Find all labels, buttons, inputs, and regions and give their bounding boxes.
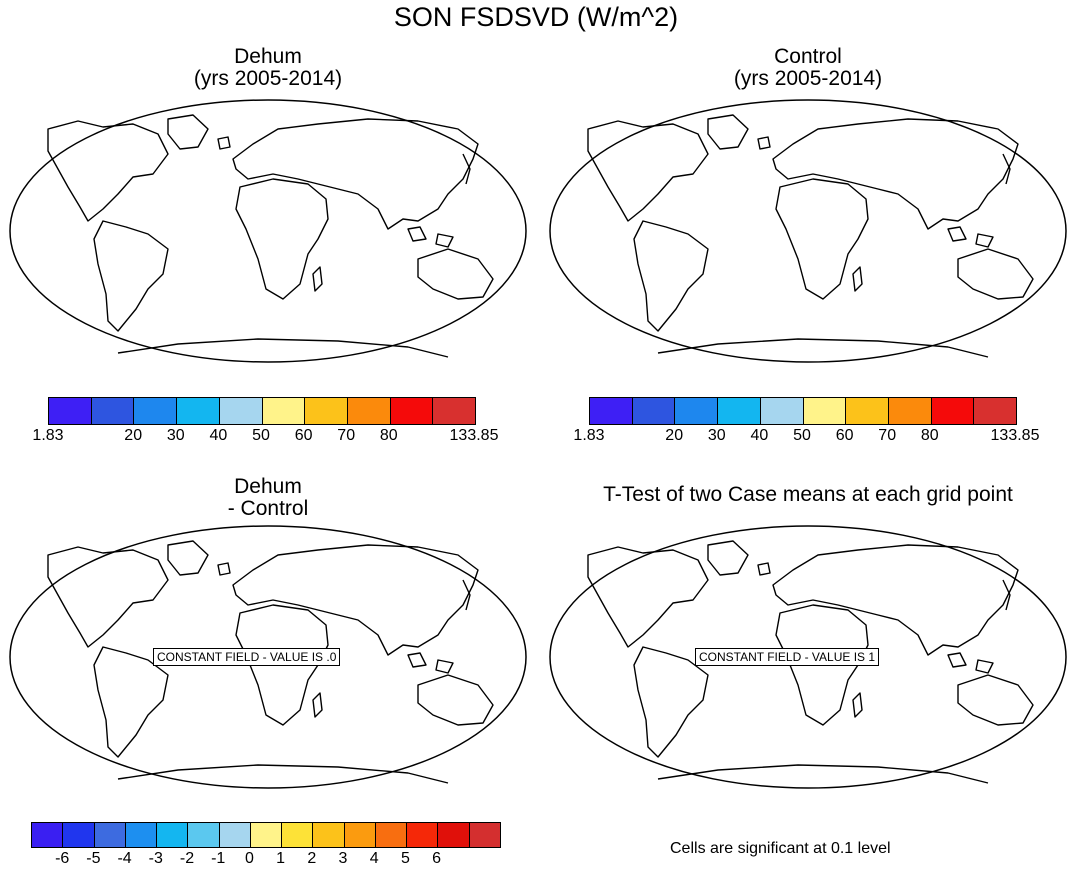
colorbar-control — [589, 397, 1017, 425]
significance-note: Cells are significant at 0.1 level — [670, 840, 891, 857]
colorbar-tick-label: -5 — [86, 850, 101, 867]
panel-title-diff: Dehum - Control — [8, 476, 528, 520]
colorbar-tick-label: 3 — [338, 850, 348, 867]
colorbar-cell — [390, 398, 434, 424]
colorbar-cell — [32, 823, 64, 847]
colorbar-tick-label: 30 — [166, 427, 185, 444]
colorbar-cell — [305, 398, 348, 424]
colorbar-tick-label: 40 — [209, 427, 228, 444]
colorbar-dehum — [48, 397, 476, 425]
colorbar-cell — [134, 398, 178, 424]
colorbar-tick-label: 4 — [369, 850, 379, 867]
colorbar-cell — [262, 398, 306, 424]
colorbar-cell — [219, 823, 251, 847]
colorbar-tick-label: 1.83 — [32, 427, 64, 444]
colorbar-cell — [91, 398, 135, 424]
panel-title-control: Control (yrs 2005-2014) — [548, 46, 1068, 90]
colorbar-cell — [63, 823, 95, 847]
colorbar-cell — [375, 823, 408, 847]
colorbar-tick-label: 60 — [835, 427, 854, 444]
colorbar-cell — [94, 823, 126, 847]
colorbar-tick-label: -3 — [148, 850, 163, 867]
colorbar-tick-label: -1 — [211, 850, 226, 867]
colorbar-tick-label: -2 — [179, 850, 195, 867]
colorbar-cell — [433, 398, 476, 424]
colorbar-cell — [125, 823, 158, 847]
colorbar-cell — [590, 398, 633, 424]
panel-title-line1: Dehum — [234, 45, 302, 68]
colorbar-tick-label: 2 — [307, 850, 317, 867]
constant-field-label-diff: CONSTANT FIELD - VALUE IS .0 — [153, 648, 341, 666]
colorbar-cell — [347, 398, 391, 424]
colorbar-cell — [760, 398, 804, 424]
colorbar-cell — [888, 398, 932, 424]
colorbar-cell — [438, 823, 470, 847]
colorbar-tick-label: 5 — [400, 850, 410, 867]
colorbar-tick-label: 20 — [665, 427, 684, 444]
panel-title-ttest: T-Test of two Case means at each grid po… — [603, 483, 1013, 506]
colorbar-cell — [931, 398, 975, 424]
colorbar-cell — [282, 823, 314, 847]
map-control — [549, 99, 1067, 363]
colorbar-cell — [469, 823, 500, 847]
colorbar-cell — [846, 398, 889, 424]
figure-title: SON FSDSVD (W/m^2) — [393, 2, 679, 32]
colorbar-tick-label: -4 — [117, 850, 132, 867]
colorbar-tick-label: 30 — [707, 427, 726, 444]
colorbar-cell — [250, 823, 283, 847]
colorbar-cell — [407, 823, 439, 847]
colorbar-tick-label: 1 — [276, 850, 286, 867]
panel-title-line1: Dehum — [234, 475, 302, 498]
panel-title-dehum: Dehum (yrs 2005-2014) — [8, 46, 528, 90]
colorbar-tick-label: 40 — [750, 427, 769, 444]
colorbar-tick-label: 50 — [252, 427, 270, 444]
panel-title-line2: - Control — [227, 497, 309, 520]
colorbar-cell — [803, 398, 847, 424]
colorbar-tick-label: 60 — [294, 427, 313, 444]
colorbar-tick-label: 0 — [244, 850, 254, 867]
colorbar-cell — [344, 823, 376, 847]
colorbar-tick-label: 80 — [379, 427, 398, 444]
colorbar-tick-label: 70 — [878, 427, 897, 444]
colorbar-cell — [313, 823, 345, 847]
panel-title-line2: (yrs 2005-2014) — [193, 67, 343, 90]
colorbar-cell — [718, 398, 761, 424]
colorbar-tick-label: 80 — [920, 427, 939, 444]
colorbar-cell — [188, 823, 220, 847]
colorbar-tick-label: 50 — [793, 427, 811, 444]
colorbar-cell — [157, 823, 189, 847]
colorbar-cell — [974, 398, 1017, 424]
colorbar-tick-label: -6 — [55, 850, 70, 867]
colorbar-cell — [632, 398, 676, 424]
panel-title-line1: Control — [774, 45, 842, 68]
colorbar-cell — [177, 398, 220, 424]
colorbar-tick-label: 70 — [337, 427, 356, 444]
colorbar-diff — [31, 822, 501, 848]
colorbar-cell — [675, 398, 719, 424]
colorbar-cell — [219, 398, 263, 424]
colorbar-tick-label: 133.85 — [449, 427, 499, 444]
colorbar-tick-label: 20 — [124, 427, 143, 444]
colorbar-cell — [49, 398, 92, 424]
panel-title-line2: (yrs 2005-2014) — [733, 67, 883, 90]
constant-field-label-ttest: CONSTANT FIELD - VALUE IS 1 — [695, 648, 880, 666]
colorbar-tick-label: 1.83 — [573, 427, 605, 444]
colorbar-tick-label: 133.85 — [990, 427, 1040, 444]
map-dehum — [9, 99, 527, 363]
colorbar-tick-label: 6 — [432, 850, 442, 867]
